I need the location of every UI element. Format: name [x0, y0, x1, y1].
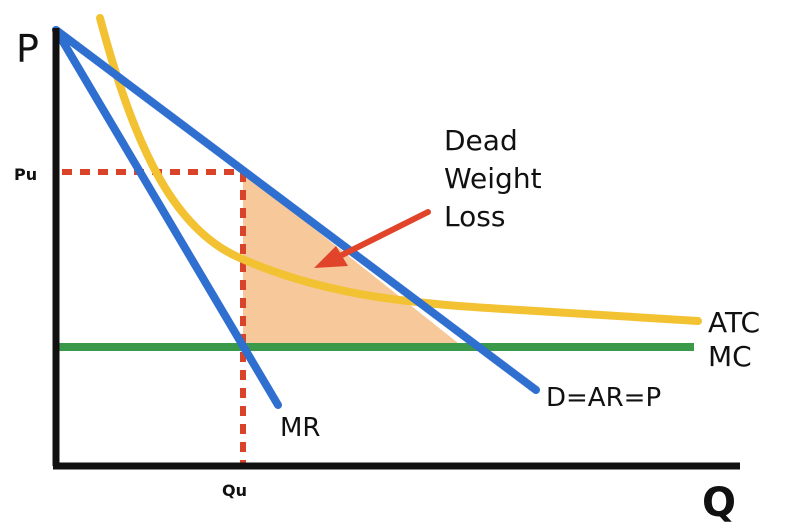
y-axis-label: P	[16, 27, 39, 71]
mr-label: MR	[280, 413, 321, 443]
annotation-arrow-shaft	[335, 209, 431, 260]
demand-curve	[52, 26, 540, 394]
mc-label: MC	[708, 340, 752, 373]
mr-curve	[52, 26, 282, 409]
atc-curve	[96, 14, 702, 325]
annotation-line-3: Loss	[444, 200, 505, 233]
price-marker-label: Pu	[14, 165, 37, 184]
x-axis-label: Q	[702, 480, 736, 526]
quantity-marker-label: Qu	[222, 481, 247, 500]
annotation-line-1: Dead	[444, 124, 518, 157]
atc-label: ATC	[708, 306, 760, 339]
annotation-arrow-head	[314, 246, 348, 268]
annotation-line-2: Weight	[444, 162, 542, 195]
demand-label: D=AR=P	[546, 383, 661, 413]
